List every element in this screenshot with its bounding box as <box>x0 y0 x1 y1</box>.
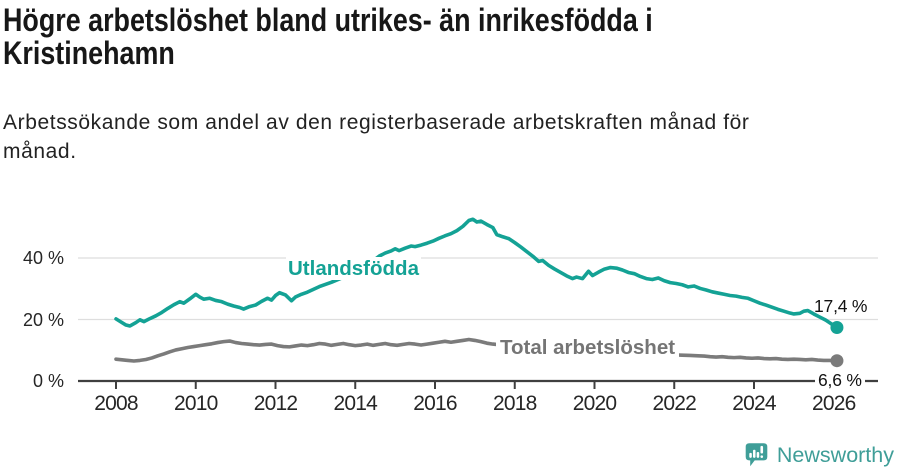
newsworthy-brand-name: Newsworthy <box>776 442 894 467</box>
series-label-total-arbetsloshet: Total arbetslöshet <box>496 337 680 359</box>
x-tick-label: 2026 <box>811 392 856 415</box>
y-tick-label: 20 % <box>22 309 64 330</box>
x-tick-label: 2012 <box>253 392 298 415</box>
x-tick-label: 2024 <box>732 392 776 415</box>
newsworthy-bars-exclamation-icon <box>745 443 768 467</box>
x-tick-label: 2022 <box>652 392 697 415</box>
series-line <box>114 337 839 363</box>
y-tick-label: 0 % <box>32 371 64 391</box>
x-tick-label: 2018 <box>492 392 537 415</box>
chart-subtitle-line-2: månad. <box>3 140 77 163</box>
series-end-dot <box>830 354 844 368</box>
series-line <box>114 217 839 330</box>
chart-subtitle: Arbetssökande som andel av den registerb… <box>3 108 750 166</box>
x-tick-label: 2010 <box>173 392 218 415</box>
chart-title-line-2: Kristinehamn <box>3 35 175 71</box>
x-tick-label: 2014 <box>333 392 378 415</box>
chart-subtitle-line-1: Arbetssökande som andel av den registerb… <box>3 111 750 134</box>
x-tick-label: 2008 <box>94 392 138 415</box>
end-value-label-total: 6,6 % <box>815 371 865 389</box>
end-value-label-utlandsfodda: 17,4 % <box>814 296 868 316</box>
series-label-utlandsfodda: Utlandsfödda <box>286 257 421 280</box>
y-tick-label: 40 % <box>22 248 64 268</box>
chart-title-line-1: Högre arbetslöshet bland utrikes- än inr… <box>3 2 653 38</box>
x-tick-label: 2020 <box>572 392 617 415</box>
series-end-dot <box>830 320 844 334</box>
x-tick-label: 2016 <box>413 392 457 415</box>
newsworthy-logo: Newsworthy <box>743 441 894 469</box>
chart-title: Högre arbetslöshet bland utrikes- än inr… <box>3 4 653 70</box>
